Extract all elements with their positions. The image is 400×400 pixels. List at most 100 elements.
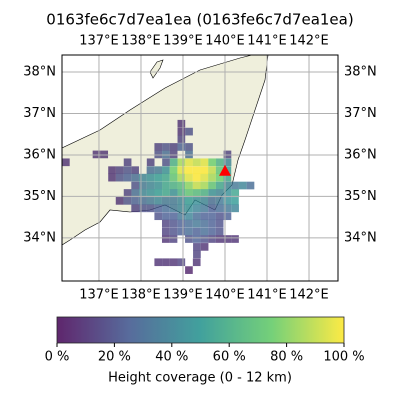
coverage-cell	[185, 173, 193, 182]
coverage-cell	[215, 197, 224, 205]
coverage-cell	[138, 197, 147, 205]
coverage-cell	[169, 173, 178, 182]
coverage-cell	[146, 181, 155, 190]
coverage-cell	[154, 189, 163, 197]
coverage-cell	[154, 212, 163, 221]
coverage-cell	[154, 173, 163, 182]
lon-label-top: 142°E	[289, 34, 329, 49]
lat-label-left: 37°N	[23, 106, 56, 121]
coverage-cell	[115, 166, 124, 175]
coverage-cell	[192, 197, 201, 205]
lat-label-right: 37°N	[344, 106, 377, 121]
coverage-cell	[223, 173, 232, 182]
coverage-cell	[208, 181, 216, 190]
coverage-cell	[146, 173, 155, 182]
coverage-cell	[215, 204, 224, 213]
coverage-cell	[200, 212, 209, 221]
coverage-cell	[200, 235, 209, 243]
coverage-cell	[162, 212, 170, 221]
lat-label-right: 38°N	[344, 65, 377, 80]
site-marker	[218, 164, 231, 176]
coverage-cell	[200, 166, 209, 175]
coverage-cell	[177, 212, 186, 221]
coverage-cell	[177, 143, 186, 151]
coverage-cell	[92, 150, 101, 159]
coverage-cell	[162, 173, 170, 182]
coverage-cell	[169, 212, 178, 221]
coverage-cell	[192, 166, 201, 175]
coverage-cell	[208, 204, 216, 213]
coverage-cell	[185, 266, 193, 274]
coverage-cell	[177, 166, 186, 175]
coverage-cell	[185, 212, 193, 221]
coverage-cell	[215, 173, 224, 182]
coverage-cell	[169, 227, 178, 236]
coverage-cell	[184, 197, 193, 205]
coverage-cell	[208, 197, 216, 205]
coverage-cell	[108, 166, 116, 175]
coverage-cell	[208, 166, 216, 175]
coverage-cell	[162, 258, 170, 267]
island	[149, 59, 164, 79]
coverage-cell	[139, 204, 147, 213]
coverage-cell	[161, 227, 170, 236]
coverage-cell	[246, 181, 255, 190]
coverage-cell	[185, 150, 193, 159]
coverage-cell	[138, 173, 147, 182]
map-title: 0163fe6c7d7ea1ea (0163fe6c7d7ea1ea)	[46, 11, 353, 29]
coverage-cell	[216, 189, 224, 197]
coverage-cell	[200, 219, 209, 228]
coverage-cell	[169, 204, 178, 213]
coverage-cell	[169, 143, 178, 151]
coverage-cell	[169, 235, 178, 243]
coverage-cell	[131, 204, 140, 213]
coverage-cell	[123, 189, 132, 197]
coverage-cell	[123, 166, 132, 175]
coverage-cell	[192, 219, 201, 228]
coverage-cell	[169, 197, 178, 205]
lon-label-bottom: 138°E	[121, 288, 161, 303]
coverage-cell	[185, 235, 193, 243]
coverage-cell	[231, 235, 239, 243]
coverage-cell	[169, 219, 178, 228]
lon-label-top: 139°E	[163, 34, 203, 49]
coverage-cell	[231, 181, 239, 190]
coverage-cell	[192, 173, 201, 182]
coverage-cell	[123, 197, 132, 205]
coverage-cell	[169, 258, 178, 267]
coverage-cell	[162, 150, 170, 159]
coverage-cell	[185, 181, 193, 190]
coverage-cell	[200, 189, 209, 197]
coverage-cell	[62, 158, 70, 167]
coverage-cell	[154, 258, 163, 267]
coverage-cell	[177, 197, 185, 205]
lat-label-right: 36°N	[344, 147, 377, 162]
lat-label-left: 34°N	[23, 230, 56, 245]
coverage-cell	[223, 204, 232, 213]
lat-label-left: 35°N	[23, 189, 56, 204]
coverage-cell	[108, 173, 116, 182]
coverage-cell	[200, 227, 209, 236]
coverage-cell	[177, 127, 186, 136]
colorbar-tick-label: 80 %	[270, 350, 303, 365]
coverage-cell	[185, 189, 193, 197]
coverage-cell	[208, 212, 216, 221]
coverage-cell	[208, 173, 216, 182]
lat-label-left: 36°N	[23, 147, 56, 162]
coverage-cell	[193, 243, 201, 251]
coverage-cell	[177, 158, 186, 167]
coverage-cell	[162, 189, 170, 197]
coverage-cell	[177, 227, 186, 236]
lon-label-bottom: 139°E	[163, 288, 203, 303]
coverage-cell	[215, 212, 224, 221]
coverage-cell	[154, 166, 163, 175]
coverage-cell	[139, 181, 147, 190]
coverage-cell	[215, 227, 224, 236]
coverage-cell	[146, 197, 155, 205]
coverage-cell	[146, 166, 155, 175]
coverage-cell	[169, 181, 178, 190]
coverage-cell	[223, 158, 232, 167]
coverage-cell	[231, 197, 239, 205]
coverage-cell	[231, 204, 239, 213]
